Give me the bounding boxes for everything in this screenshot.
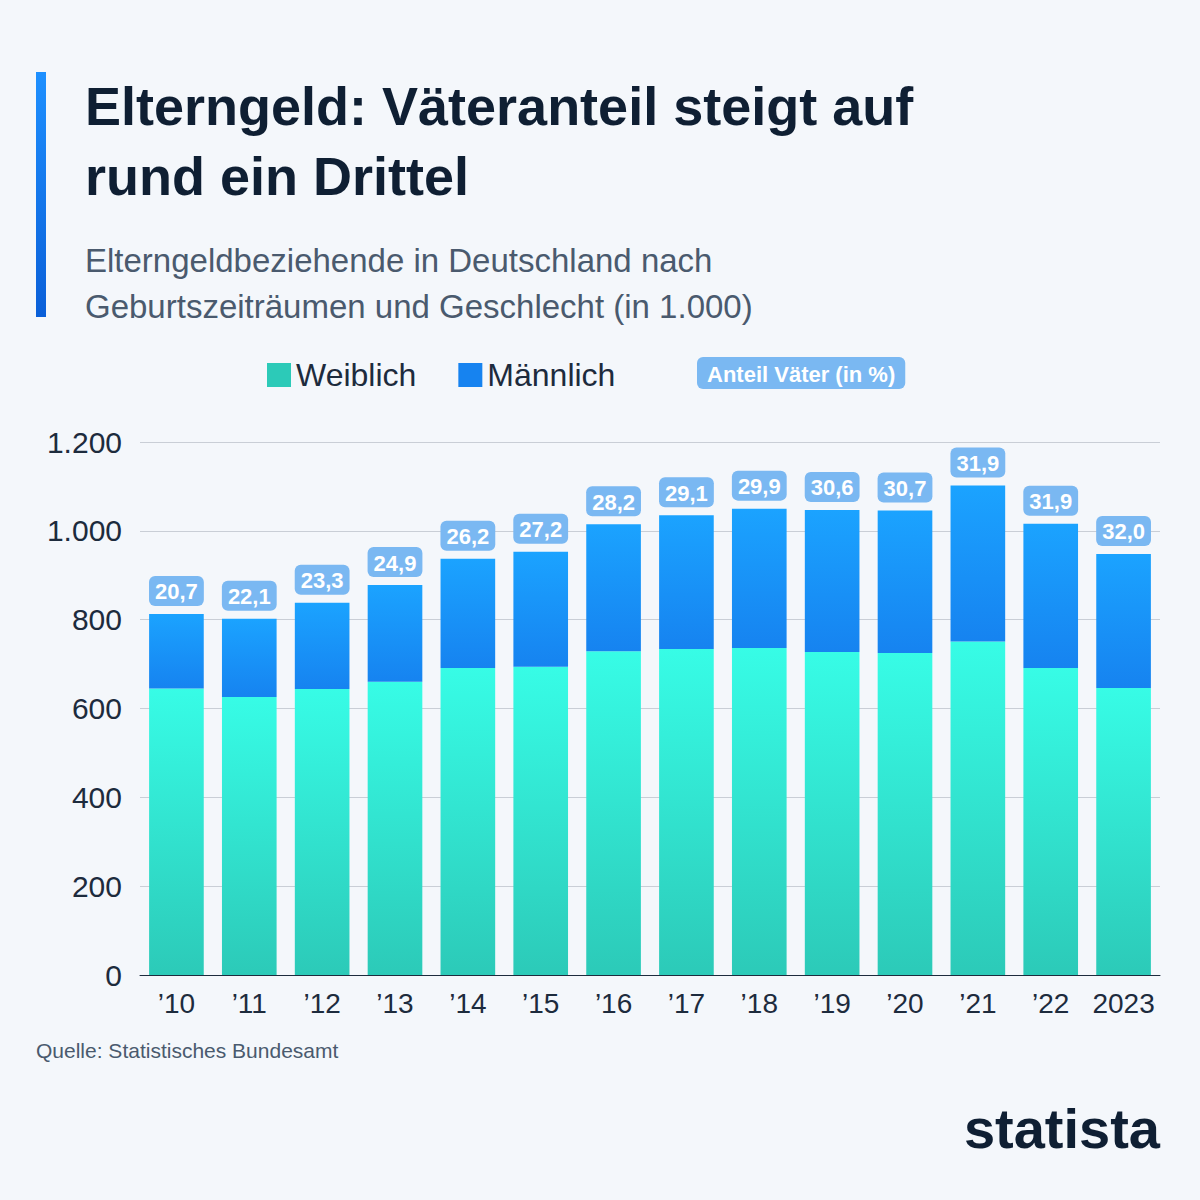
svg-text:’12: ’12 [303,988,340,1019]
svg-text:27,2: 27,2 [519,517,562,542]
svg-text:Weiblich: Weiblich [296,357,416,393]
svg-text:’14: ’14 [449,988,486,1019]
svg-text:800: 800 [72,603,122,636]
svg-text:29,9: 29,9 [738,474,781,499]
svg-text:rund ein Drittel: rund ein Drittel [85,146,469,206]
svg-text:’15: ’15 [522,988,559,1019]
svg-text:1.000: 1.000 [47,514,122,547]
svg-text:30,6: 30,6 [811,475,854,500]
svg-text:’20: ’20 [886,988,923,1019]
svg-text:’13: ’13 [376,988,413,1019]
svg-text:0: 0 [105,959,122,992]
svg-text:31,9: 31,9 [956,451,999,476]
svg-text:’16: ’16 [595,988,632,1019]
svg-text:29,1: 29,1 [665,481,708,506]
svg-text:22,1: 22,1 [228,584,271,609]
svg-text:23,3: 23,3 [301,568,344,593]
svg-text:24,9: 24,9 [374,551,417,576]
svg-text:32,0: 32,0 [1102,519,1145,544]
svg-text:200: 200 [72,870,122,903]
svg-text:2023: 2023 [1092,988,1154,1019]
svg-text:Männlich: Männlich [487,357,615,393]
svg-text:statista: statista [964,1097,1161,1160]
svg-text:’17: ’17 [668,988,705,1019]
svg-text:31,9: 31,9 [1029,489,1072,514]
svg-text:’21: ’21 [959,988,996,1019]
svg-text:600: 600 [72,692,122,725]
svg-text:’22: ’22 [1032,988,1069,1019]
svg-text:’10: ’10 [158,988,195,1019]
svg-text:’18: ’18 [741,988,778,1019]
svg-text:’11: ’11 [232,988,267,1019]
svg-text:26,2: 26,2 [446,524,489,549]
svg-text:’19: ’19 [813,988,850,1019]
svg-text:Elterngeld: Väteranteil steigt: Elterngeld: Väteranteil steigt auf [85,76,928,136]
svg-text:1.200: 1.200 [47,426,122,459]
svg-text:Quelle: Statistisches Bundesam: Quelle: Statistisches Bundesamt [36,1039,338,1062]
svg-text:Anteil Väter (in %): Anteil Väter (in %) [707,362,895,387]
svg-text:Elterngeldbeziehende in Deutsc: Elterngeldbeziehende in Deutschland nach [85,242,722,279]
svg-text:Geburtszeiträumen und Geschlec: Geburtszeiträumen und Geschlecht (in 1.0… [85,288,753,325]
svg-text:30,7: 30,7 [884,476,927,501]
svg-text:28,2: 28,2 [592,490,635,515]
svg-text:400: 400 [72,781,122,814]
svg-text:20,7: 20,7 [155,579,198,604]
